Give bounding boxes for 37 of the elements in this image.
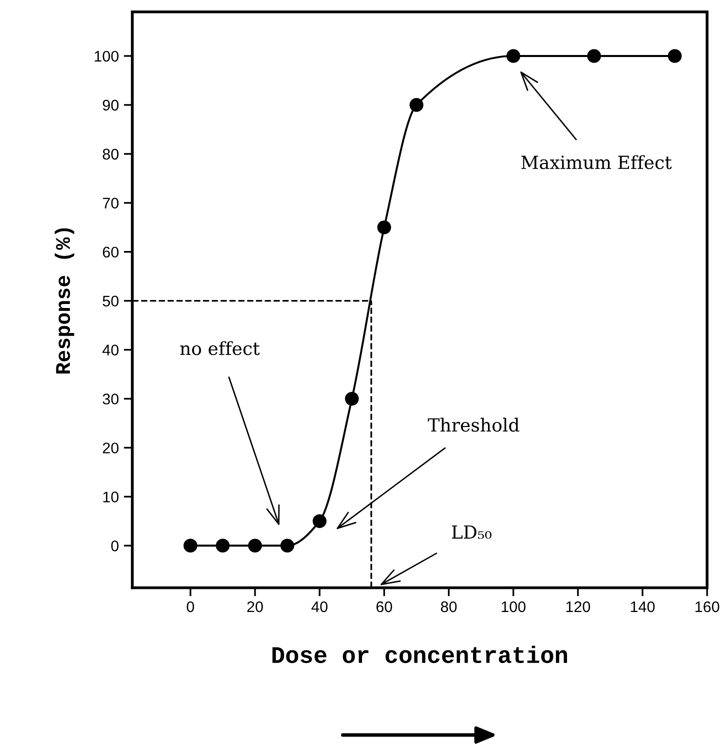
point: [344, 392, 359, 406]
point: [312, 514, 327, 528]
point: [668, 49, 682, 63]
x-axis-title: Dose or concentration: [272, 646, 568, 664]
annotation: Maximum Effect: [521, 155, 672, 170]
point: [410, 98, 424, 112]
y-tick-label: 20: [102, 442, 119, 454]
annotation: LD₅₀: [452, 525, 492, 539]
point: [587, 49, 601, 63]
y-tick-label: 80: [102, 148, 119, 160]
y-axis-title: Response (%): [54, 228, 74, 374]
y-tick-label: 60: [102, 246, 119, 258]
y-tick-label: 30: [102, 394, 119, 404]
x-tick-label: 60: [376, 601, 392, 612]
point: [377, 220, 392, 234]
x-tick-label: 160: [696, 601, 720, 612]
annotation: no effect: [180, 341, 260, 356]
point: [506, 49, 520, 63]
x-tick-label: 100: [502, 601, 526, 612]
x-tick-label: 120: [566, 601, 590, 612]
annotation: Threshold: [428, 418, 520, 432]
y-tick-label: 50: [102, 296, 119, 306]
y-tick-label: 40: [102, 344, 119, 356]
x-tick-label: 40: [311, 601, 328, 612]
y-tick-label: 100: [94, 50, 119, 62]
point: [184, 538, 198, 553]
point: [248, 538, 262, 553]
x-tick-label: 140: [630, 601, 655, 612]
y-tick-label: 0: [111, 540, 119, 552]
point: [216, 538, 230, 553]
y-tick-label: 70: [102, 198, 119, 209]
y-tick-label: 90: [102, 100, 119, 111]
y-tick-label: 10: [103, 492, 119, 502]
point: [280, 538, 294, 553]
x-tick-label: 80: [440, 601, 457, 612]
x-tick-label: 0: [186, 601, 194, 612]
x-tick-label: 20: [247, 601, 263, 612]
